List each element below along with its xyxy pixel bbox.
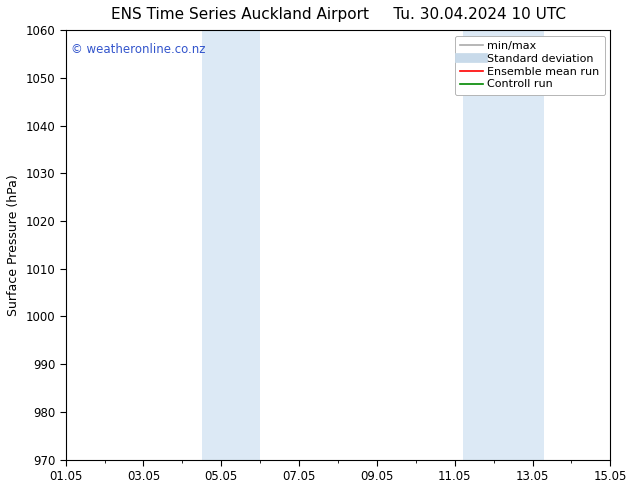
Legend: min/max, Standard deviation, Ensemble mean run, Controll run: min/max, Standard deviation, Ensemble me… xyxy=(455,36,605,95)
Text: © weatheronline.co.nz: © weatheronline.co.nz xyxy=(71,43,205,56)
Bar xyxy=(202,30,260,460)
Title: ENS Time Series Auckland Airport     Tu. 30.04.2024 10 UTC: ENS Time Series Auckland Airport Tu. 30.… xyxy=(110,7,566,22)
Y-axis label: Surface Pressure (hPa): Surface Pressure (hPa) xyxy=(7,174,20,316)
Bar xyxy=(463,30,544,460)
